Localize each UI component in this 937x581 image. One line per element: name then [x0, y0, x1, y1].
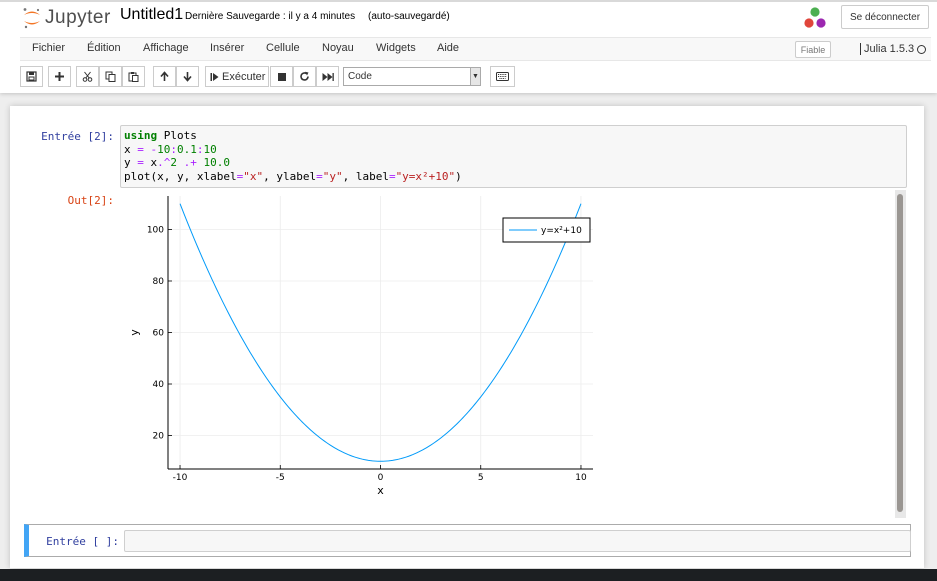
code-line-4: plot(x, y, xlabel="x", ylabel="y", label…	[124, 170, 462, 184]
menu-kernel[interactable]: Noyau	[322, 42, 354, 54]
notebook-container: Entrée [2]: using Plots x = -10:0.1:10 y =…	[10, 106, 924, 568]
y-tick-label: 20	[153, 432, 165, 442]
fast-forward-icon	[322, 72, 334, 81]
plot-legend: y=x²+10	[502, 217, 591, 243]
kernel-idle-icon	[917, 45, 926, 54]
menu-help[interactable]: Aide	[437, 42, 460, 54]
trusted-badge[interactable]: Fiable	[795, 41, 831, 58]
move-up-button[interactable]	[153, 66, 176, 87]
plot-ticks: -10 -5 0 5 10 20 40 60 80 100	[147, 225, 587, 483]
x-tick-label: -5	[276, 473, 285, 483]
move-down-button[interactable]	[176, 66, 199, 87]
desktop-background	[0, 569, 937, 581]
x-tick-label: 0	[378, 473, 384, 483]
paste-button[interactable]	[122, 66, 145, 87]
toolbar: Exécuter Code ▼	[20, 66, 931, 88]
notebook-name[interactable]: Untitled1	[120, 6, 184, 23]
dropdown-arrow-icon: ▼	[470, 68, 480, 85]
plus-icon	[55, 72, 64, 81]
run-label: Exécuter	[222, 70, 266, 83]
copy-button[interactable]	[99, 66, 122, 87]
plot: x y -10 -5 0 5 10 20 40 60 80 100 y=x²+10	[128, 196, 593, 497]
series-line-0	[179, 203, 582, 462]
output-scrollbar-thumb[interactable]	[897, 194, 903, 512]
top-border	[0, 0, 937, 2]
input-prompt: Entrée [2]:	[41, 130, 114, 143]
copy-icon	[105, 71, 116, 82]
y-tick-label: 80	[153, 277, 165, 287]
y-tick-label: 60	[153, 329, 165, 339]
jupyter-logo-icon	[23, 8, 40, 29]
selected-cell[interactable]: Entrée [ ]:	[24, 524, 911, 557]
restart-icon	[300, 71, 309, 81]
cell-type-value: Code	[348, 71, 372, 82]
restart-run-all-button[interactable]	[316, 66, 339, 87]
menu-insert[interactable]: Insérer	[210, 42, 245, 54]
menu-cell[interactable]: Cellule	[266, 42, 300, 54]
paste-icon	[128, 72, 139, 82]
interrupt-button[interactable]	[270, 66, 293, 87]
x-tick-label: -10	[173, 473, 188, 483]
run-button[interactable]: Exécuter	[205, 66, 269, 87]
notebook-header: Jupyter Untitled1 Dernière Sauvegarde : …	[0, 0, 937, 93]
x-tick-label: 10	[575, 473, 587, 483]
step-forward-icon	[210, 72, 219, 81]
y-tick-label: 40	[153, 380, 165, 390]
cell-type-select[interactable]: Code ▼	[343, 67, 481, 86]
y-axis-label: y	[128, 329, 141, 336]
keyboard-icon	[496, 72, 509, 81]
save-icon	[26, 71, 37, 82]
brand-name: Jupyter	[45, 7, 111, 28]
legend-label: y=x²+10	[541, 226, 582, 236]
insert-cell-button[interactable]	[48, 66, 71, 87]
restart-button[interactable]	[293, 66, 316, 87]
menu-view[interactable]: Affichage	[143, 42, 189, 54]
x-axis-label: x	[377, 484, 384, 497]
menubar: Fichier Édition Affichage Insérer Cellul…	[20, 37, 931, 61]
arrow-down-icon	[183, 72, 192, 82]
code-line-3: y = x.^2 .+ 10.0	[124, 156, 230, 170]
cut-icon	[82, 71, 93, 82]
menu-edit[interactable]: Édition	[87, 42, 121, 54]
output-scrollbar[interactable]	[895, 190, 906, 518]
save-button[interactable]	[20, 66, 43, 87]
code-line-1: using Plots	[124, 129, 197, 142]
code-editor-empty[interactable]	[124, 530, 911, 552]
stop-icon	[277, 72, 286, 81]
kernel-name: Julia 1.5.3	[860, 43, 914, 55]
y-tick-label: 100	[147, 225, 164, 235]
menu-file[interactable]: Fichier	[32, 42, 66, 54]
output-prompt: Out[2]:	[67, 194, 114, 207]
cut-button[interactable]	[76, 66, 99, 87]
code-editor[interactable]: using Plots x = -10:0.1:10 y = x.^2 .+ 10.…	[120, 125, 907, 188]
autosave-status: (auto-sauvegardé)	[368, 11, 450, 22]
output-area: x y -10 -5 0 5 10 20 40 60 80 100 y=x²+10	[120, 190, 907, 518]
arrow-up-icon	[160, 71, 169, 81]
command-palette-button[interactable]	[490, 66, 515, 87]
jupyter-logo[interactable]: Jupyter	[22, 6, 111, 30]
code-line-2: x = -10:0.1:10	[124, 142, 217, 156]
logout-button[interactable]: Se déconnecter	[841, 5, 929, 29]
save-status: Dernière Sauvegarde : il y a 4 minutes	[185, 11, 356, 22]
plot-series	[179, 203, 582, 462]
kernel-logo-icon	[804, 7, 826, 28]
x-tick-label: 5	[478, 473, 484, 483]
input-prompt-empty: Entrée [ ]:	[46, 535, 119, 548]
menu-widgets[interactable]: Widgets	[376, 42, 416, 54]
